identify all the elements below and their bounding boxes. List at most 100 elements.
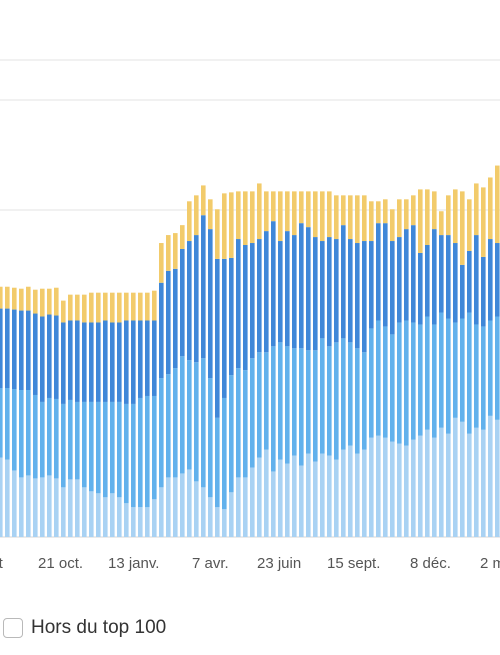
legend-checkbox[interactable] [3,618,23,638]
bar-series2-37[interactable] [257,239,262,353]
bar-series0-51[interactable] [355,453,360,537]
bar-series1-60[interactable] [418,324,423,436]
bar-series0-17[interactable] [117,497,122,537]
bar-series2-64[interactable] [446,235,451,319]
bar-series2-29[interactable] [201,215,206,359]
bar-series0-13[interactable] [89,491,94,537]
bar-series1-58[interactable] [404,320,409,446]
bar-series2-8[interactable] [54,315,59,399]
bar-series2-7[interactable] [47,314,52,398]
bar-series2-68[interactable] [474,235,479,325]
bar-series1-37[interactable] [257,352,262,458]
bar-series1-3[interactable] [19,390,24,478]
bar-series2-63[interactable] [439,235,444,313]
bar-series1-2[interactable] [12,389,17,471]
bar-series3-2[interactable] [12,287,17,310]
bar-series1-38[interactable] [264,352,269,450]
bar-series2-15[interactable] [103,320,108,402]
bar-series3-69[interactable] [481,187,486,257]
bar-series2-10[interactable] [68,320,73,400]
bar-series0-34[interactable] [236,477,241,537]
bar-series0-14[interactable] [96,493,101,537]
bar-series3-57[interactable] [397,199,402,238]
bar-series0-4[interactable] [26,475,31,537]
bar-series1-19[interactable] [131,403,136,508]
bar-series2-65[interactable] [453,243,458,323]
bar-series2-66[interactable] [460,264,465,319]
bar-series3-10[interactable] [68,294,73,321]
bar-series2-14[interactable] [96,322,101,402]
bar-series1-40[interactable] [278,342,283,460]
bar-series0-7[interactable] [47,475,52,537]
bar-series0-55[interactable] [383,437,388,537]
bar-series2-59[interactable] [411,225,416,323]
bar-series1-39[interactable] [271,346,276,472]
bar-series0-28[interactable] [194,481,199,537]
bar-series3-70[interactable] [488,177,493,240]
bar-series2-50[interactable] [348,239,353,343]
bar-series2-31[interactable] [215,258,220,418]
bar-series3-1[interactable] [5,286,10,309]
bar-series2-1[interactable] [5,308,10,389]
bar-series2-67[interactable] [467,250,472,313]
bar-series1-56[interactable] [390,334,395,442]
bar-series0-6[interactable] [40,477,45,537]
bar-series1-34[interactable] [236,368,241,478]
bar-series1-69[interactable] [481,326,486,430]
bar-series3-49[interactable] [341,195,346,226]
bar-series1-41[interactable] [285,346,290,464]
bar-series1-31[interactable] [215,417,220,508]
bar-series3-26[interactable] [180,225,185,249]
bar-series0-71[interactable] [495,419,500,537]
bar-series2-40[interactable] [278,241,283,343]
bar-series1-50[interactable] [348,342,353,446]
bar-series0-50[interactable] [348,445,353,537]
bar-series2-57[interactable] [397,237,402,323]
bar-series0-59[interactable] [411,439,416,537]
bar-series3-3[interactable] [19,288,24,311]
bar-series3-19[interactable] [131,292,136,321]
bar-series2-18[interactable] [124,320,129,404]
bar-series1-47[interactable] [327,346,332,456]
bar-series1-35[interactable] [243,370,248,478]
bar-series2-69[interactable] [481,256,486,327]
bar-series2-23[interactable] [159,282,164,379]
bar-series2-48[interactable] [334,239,339,343]
bar-series1-49[interactable] [341,338,346,450]
bar-series0-18[interactable] [124,503,129,537]
bar-series0-41[interactable] [285,463,290,538]
bar-series0-61[interactable] [425,429,430,537]
bar-series2-32[interactable] [222,258,227,398]
bar-series2-20[interactable] [138,320,143,398]
bar-series2-25[interactable] [173,268,178,369]
bar-series3-27[interactable] [187,201,192,242]
bar-series0-10[interactable] [68,479,73,537]
bar-series3-50[interactable] [348,195,353,240]
legend[interactable]: Hors du top 100 [0,612,166,644]
bar-series1-8[interactable] [54,398,59,479]
bar-series3-36[interactable] [250,191,255,244]
bar-series3-33[interactable] [229,192,234,258]
bar-series1-20[interactable] [138,397,143,508]
bar-series0-35[interactable] [243,477,248,537]
bar-series3-51[interactable] [355,195,360,244]
bar-series3-71[interactable] [495,165,500,244]
bar-series0-47[interactable] [327,455,332,537]
bar-series0-22[interactable] [152,499,157,537]
bar-series2-28[interactable] [194,235,199,363]
bar-series3-67[interactable] [467,199,472,251]
bar-series2-26[interactable] [180,248,185,357]
bar-series0-63[interactable] [439,427,444,537]
bar-series2-19[interactable] [131,320,136,404]
bar-series1-32[interactable] [222,397,227,510]
bar-series0-12[interactable] [82,487,87,537]
bar-series2-2[interactable] [12,309,17,390]
bar-series0-0[interactable] [0,457,3,537]
bar-series2-71[interactable] [495,243,500,317]
bar-series3-61[interactable] [425,189,430,246]
bar-series0-3[interactable] [19,477,24,537]
bar-series0-43[interactable] [299,465,304,537]
bar-series0-1[interactable] [5,459,10,537]
bar-series3-63[interactable] [439,211,444,236]
bar-series2-41[interactable] [285,231,290,347]
